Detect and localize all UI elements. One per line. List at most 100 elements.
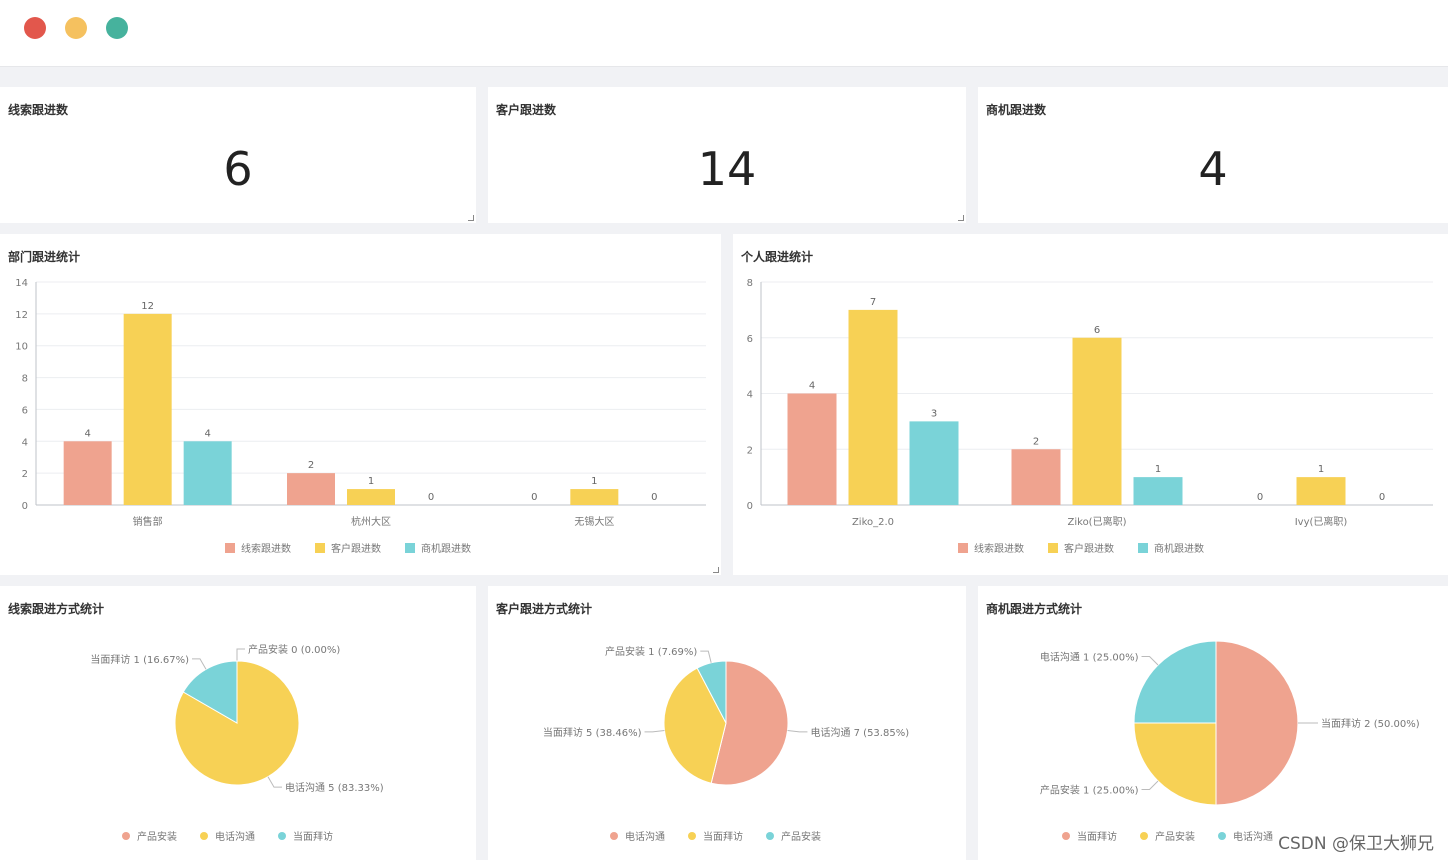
bar (287, 473, 335, 505)
slice-label: 当面拜访 5 (38.46%) (543, 726, 642, 739)
legend-label: 电话沟通 (1233, 830, 1273, 843)
kpi-value: 14 (697, 142, 757, 196)
data-label: 4 (204, 428, 210, 439)
legend-swatch (122, 832, 130, 840)
legend-label: 产品安装 (137, 830, 177, 843)
data-label: 7 (870, 297, 876, 308)
legend-swatch (688, 832, 696, 840)
customer-methods-pie-chart: 电话沟通 7 (53.85%) 当面拜访 5 (38.46%) 产品安装 1 (7.… (543, 645, 909, 843)
x-tick-label: Ziko_2.0 (852, 517, 894, 528)
y-tick-label: 6 (22, 405, 28, 416)
chart-panel-department: 部门跟进统计 0 2 4 6 8 10 12 14 4 12 4 销售部 2 1 0 杭州大区 0 1 0 无锡大区线… (0, 234, 721, 575)
window-titlebar (0, 0, 1448, 67)
x-tick-label: 杭州大区 (351, 515, 391, 528)
resize-handle-icon[interactable] (713, 567, 719, 573)
y-tick-label: 4 (22, 437, 28, 448)
bar (1011, 449, 1061, 505)
legend-label: 当面拜访 (293, 830, 333, 843)
leader-line (787, 729, 808, 733)
personal-bar-chart: 0 2 4 6 8 4 7 3 Ziko_2.0 2 6 1 Ziko(已离职) 0 1 0 Ivy(已离职) 线… (747, 278, 1433, 555)
resize-handle-icon[interactable] (958, 215, 964, 221)
legend-swatch (958, 543, 968, 553)
chart-panel-lead-methods: 线索跟进方式统计 产品安装 0 (0.00%) 电话沟通 5 (83.33%) 当面… (0, 586, 476, 860)
legend-swatch (315, 543, 325, 553)
y-tick-label: 14 (15, 278, 28, 289)
bar (570, 489, 619, 505)
kpi-title: 商机跟进数 (986, 103, 1047, 117)
bar (787, 393, 837, 505)
legend-swatch (225, 543, 235, 553)
minimize-window-button[interactable] (65, 17, 87, 39)
leader-line (192, 658, 207, 670)
data-label: 3 (931, 408, 937, 419)
pie-slice (1133, 722, 1217, 806)
data-label: 0 (428, 492, 434, 503)
kpi-title: 客户跟进数 (496, 103, 557, 117)
data-label: 0 (531, 492, 537, 503)
legend-label: 产品安装 (781, 830, 821, 843)
slice-label: 产品安装 0 (0.00%) (248, 643, 340, 656)
leader-line (700, 650, 712, 663)
kpi-title: 线索跟进数 (8, 103, 69, 117)
data-label: 1 (368, 476, 374, 487)
leader-line (644, 729, 665, 733)
data-label: 0 (1257, 492, 1263, 503)
kpi-card-opportunities: 商机跟进数 4 (978, 87, 1448, 223)
bar (347, 489, 395, 505)
legend-swatch (405, 543, 415, 553)
pie-slice (663, 667, 727, 784)
slice-label: 电话沟通 7 (53.85%) (810, 726, 909, 739)
y-tick-label: 0 (747, 501, 753, 512)
legend-swatch (1138, 543, 1148, 553)
kpi-card-leads: 线索跟进数 6 (0, 87, 476, 223)
legend-swatch (1048, 543, 1058, 553)
chart-title: 客户跟进方式统计 (496, 602, 593, 616)
y-tick-label: 6 (747, 334, 753, 345)
legend-label: 当面拜访 (703, 830, 743, 843)
close-window-button[interactable] (24, 17, 46, 39)
legend-label: 线索跟进数 (241, 542, 291, 555)
legend-label: 客户跟进数 (331, 542, 381, 555)
bar (909, 421, 959, 505)
pie-slice (1215, 640, 1299, 806)
slice-label: 产品安装 1 (7.69%) (605, 645, 697, 658)
bar (1072, 337, 1122, 505)
x-tick-label: Ivy(已离职) (1295, 515, 1348, 528)
leader-line (236, 648, 245, 661)
bar (183, 441, 232, 505)
chart-title: 个人跟进统计 (741, 250, 814, 264)
maximize-window-button[interactable] (106, 17, 128, 39)
slice-label: 电话沟通 5 (83.33%) (285, 781, 384, 794)
opportunity-methods-pie-chart: 当面拜访 2 (50.00%) 产品安装 1 (25.00%) 电话沟通 1 (25… (1040, 640, 1420, 843)
y-tick-label: 2 (22, 469, 28, 480)
legend-label: 线索跟进数 (974, 542, 1024, 555)
legend-swatch (1140, 832, 1148, 840)
x-tick-label: 无锡大区 (574, 515, 614, 528)
pie-slice (696, 660, 727, 724)
data-label: 1 (591, 476, 597, 487)
bar (848, 309, 898, 505)
leader-line (267, 776, 282, 788)
legend-swatch (766, 832, 774, 840)
chart-panel-customer-methods: 客户跟进方式统计 电话沟通 7 (53.85%) 当面拜访 5 (38.46%) 产… (488, 586, 966, 860)
x-tick-label: 销售部 (133, 515, 163, 528)
legend-label: 客户跟进数 (1064, 542, 1114, 555)
data-label: 1 (1318, 464, 1324, 475)
resize-handle-icon[interactable] (468, 215, 474, 221)
bar (1296, 477, 1346, 505)
chart-panel-opportunity-methods: 商机跟进方式统计 当面拜访 2 (50.00%) 产品安装 1 (25.00%) 电… (978, 586, 1448, 860)
y-tick-label: 0 (22, 501, 28, 512)
data-label: 1 (1155, 464, 1161, 475)
lead-methods-pie-chart: 产品安装 0 (0.00%) 电话沟通 5 (83.33%) 当面拜访 1 (16.… (90, 643, 384, 843)
pie-slice (1133, 640, 1217, 724)
data-label: 0 (651, 492, 657, 503)
legend-label: 当面拜访 (1077, 830, 1117, 843)
y-tick-label: 10 (15, 342, 28, 353)
data-label: 6 (1094, 325, 1100, 336)
slice-label: 产品安装 1 (25.00%) (1040, 783, 1139, 796)
y-tick-label: 8 (22, 374, 28, 385)
kpi-card-customers: 客户跟进数 14 (488, 87, 966, 223)
watermark: CSDN @保卫大狮兄 (1278, 834, 1434, 854)
y-tick-label: 2 (747, 445, 753, 456)
